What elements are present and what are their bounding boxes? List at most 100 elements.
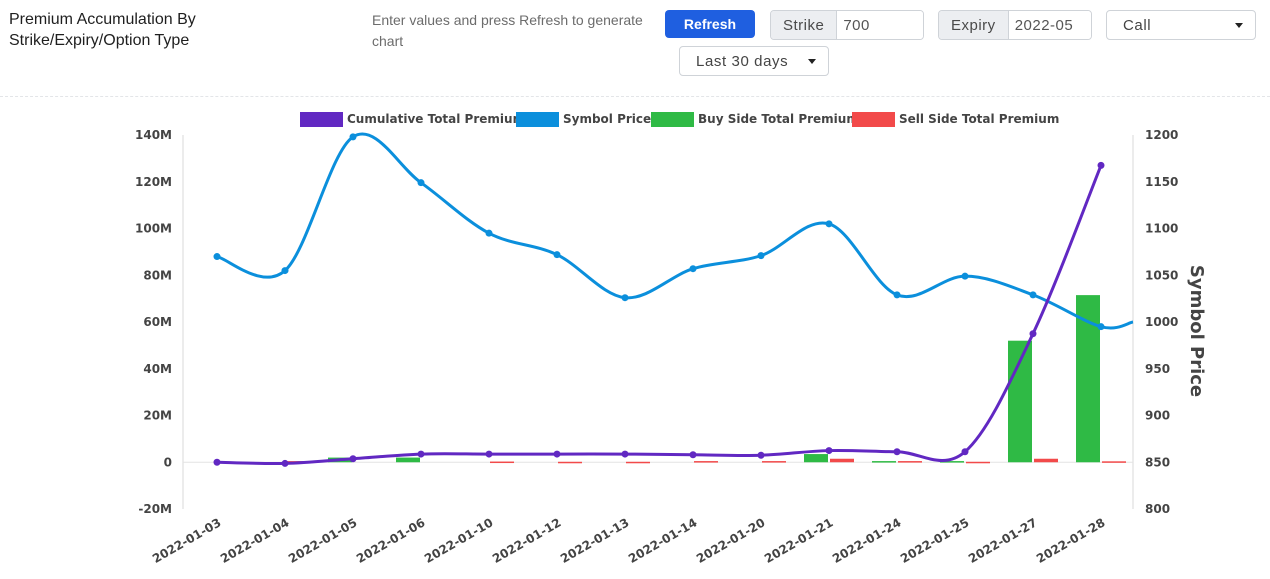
x-tick-label: 2022-01-06	[354, 515, 427, 566]
symbol-price-point	[485, 229, 493, 237]
x-tick-label: 2022-01-21	[762, 515, 835, 566]
sell-side-bar	[626, 461, 650, 464]
y-left-tick-label: 120M	[135, 175, 172, 189]
buy-side-bar	[396, 457, 420, 463]
x-tick-label: 2022-01-03	[150, 515, 223, 566]
y-left-tick-label: 100M	[135, 222, 172, 236]
legend-label: Cumulative Total Premium	[347, 112, 525, 126]
symbol-price-point	[553, 251, 561, 259]
expiry-input-group: Expiry	[938, 10, 1092, 40]
sell-side-bar	[490, 461, 514, 464]
legend-label: Symbol Price	[563, 112, 651, 126]
y-left-tick-label: 80M	[143, 268, 172, 282]
sell-side-bar	[1102, 461, 1126, 463]
x-tick-label: 2022-01-10	[422, 515, 495, 566]
x-tick-label: 2022-01-25	[898, 515, 971, 566]
chevron-down-icon	[1235, 22, 1243, 28]
x-tick-label: 2022-01-14	[626, 515, 699, 566]
page-title: Premium Accumulation By Strike/Expiry/Op…	[9, 11, 196, 49]
date-range-select[interactable]: Last 30 days	[679, 46, 829, 76]
cumulative-premium-point	[349, 455, 357, 463]
legend-swatch	[852, 112, 895, 127]
premium-chart: Cumulative Total Premium Symbol Price Buy …	[135, 112, 1207, 566]
cumulative-premium-point	[213, 458, 221, 466]
sell-side-bar	[762, 461, 786, 463]
x-tick-label: 2022-01-04	[218, 515, 291, 566]
sell-side-bar	[966, 461, 990, 464]
chart-bars	[286, 295, 1126, 464]
x-tick-label: 2022-01-05	[286, 515, 359, 566]
legend-label: Buy Side Total Premium	[698, 112, 859, 126]
instructions-text: Enter values and press Refresh to genera…	[372, 12, 643, 49]
y-left-tick-label: 60M	[143, 315, 172, 329]
date-range-value: Last 30 days	[696, 52, 789, 70]
buy-side-bar	[940, 461, 964, 463]
cumulative-premium-point	[1029, 330, 1037, 338]
legend-swatch	[300, 112, 343, 127]
refresh-button[interactable]: Refresh	[665, 10, 755, 38]
sell-side-bar	[830, 458, 854, 463]
cumulative-premium-point	[485, 450, 493, 458]
x-tick-label: 2022-01-24	[830, 515, 903, 566]
cumulative-premium-point	[1097, 161, 1105, 169]
x-tick-label: 2022-01-12	[490, 515, 563, 566]
symbol-price-point	[281, 267, 289, 275]
x-tick-label: 2022-01-20	[694, 515, 767, 566]
cumulative-premium-point	[893, 448, 901, 456]
y-right-axis-title: Symbol Price	[1186, 265, 1207, 397]
y-right-tick-label: 1000	[1145, 315, 1178, 329]
sell-side-bar	[694, 461, 718, 463]
y-right-tick-label: 800	[1145, 502, 1170, 516]
y-left-tick-label: -20M	[138, 502, 172, 516]
symbol-price-point	[1029, 291, 1037, 299]
y-right-tick-label: 1100	[1145, 222, 1178, 236]
strike-label: Strike	[771, 11, 838, 39]
x-tick-label: 2022-01-28	[1034, 515, 1107, 566]
buy-side-bar	[804, 454, 828, 463]
symbol-price-point	[213, 253, 221, 261]
x-axis-ticks: 2022-01-032022-01-042022-01-052022-01-06…	[150, 515, 1107, 566]
cumulative-premium-point	[689, 451, 697, 459]
sell-side-bar	[558, 461, 582, 464]
y-right-tick-label: 950	[1145, 362, 1170, 376]
cumulative-premium-point	[757, 451, 765, 459]
symbol-price-point	[417, 179, 425, 187]
y-right-tick-label: 1150	[1145, 175, 1178, 189]
cumulative-premium-point	[621, 450, 629, 458]
y-right-tick-label: 900	[1145, 409, 1170, 423]
cumulative-premium-point	[553, 450, 561, 458]
symbol-price-point	[757, 252, 765, 260]
header-divider	[0, 96, 1270, 97]
y-right-tick-label: 1050	[1145, 268, 1178, 282]
y-left-tick-label: 40M	[143, 362, 172, 376]
strike-input-group: Strike	[770, 10, 924, 40]
x-tick-label: 2022-01-13	[558, 515, 631, 566]
expiry-input[interactable]	[1008, 11, 1091, 39]
option-type-select[interactable]: Call	[1106, 10, 1256, 40]
strike-input[interactable]	[837, 11, 923, 39]
y-right-tick-label: 1200	[1145, 128, 1178, 142]
symbol-price-point	[961, 272, 969, 280]
sell-side-bar	[1034, 458, 1058, 463]
option-type-value: Call	[1123, 16, 1152, 34]
expiry-label: Expiry	[939, 11, 1009, 39]
symbol-price-point	[349, 133, 357, 141]
legend-swatch	[651, 112, 694, 127]
chart-lines	[213, 132, 1134, 467]
cumulative-premium-line	[216, 164, 1103, 466]
symbol-price-line	[216, 132, 1134, 330]
chart-legend: Cumulative Total Premium Symbol Price Buy …	[300, 112, 1059, 127]
cumulative-premium-point	[961, 448, 969, 456]
cumulative-premium-point	[825, 447, 833, 455]
cumulative-premium-point	[417, 450, 425, 458]
cumulative-premium-point	[281, 459, 289, 467]
legend-swatch	[516, 112, 559, 127]
buy-side-bar	[872, 461, 896, 463]
y-left-tick-label: 0	[164, 455, 172, 469]
chart-axes: -20M 0 20M 40M 60M 80M 100M 120M 140M 800 850 900 95…	[135, 128, 1207, 516]
symbol-price-point	[621, 294, 629, 302]
chevron-down-icon	[808, 58, 816, 64]
x-tick-label: 2022-01-27	[966, 515, 1039, 566]
y-left-tick-label: 20M	[143, 409, 172, 423]
symbol-price-point	[1097, 323, 1105, 331]
